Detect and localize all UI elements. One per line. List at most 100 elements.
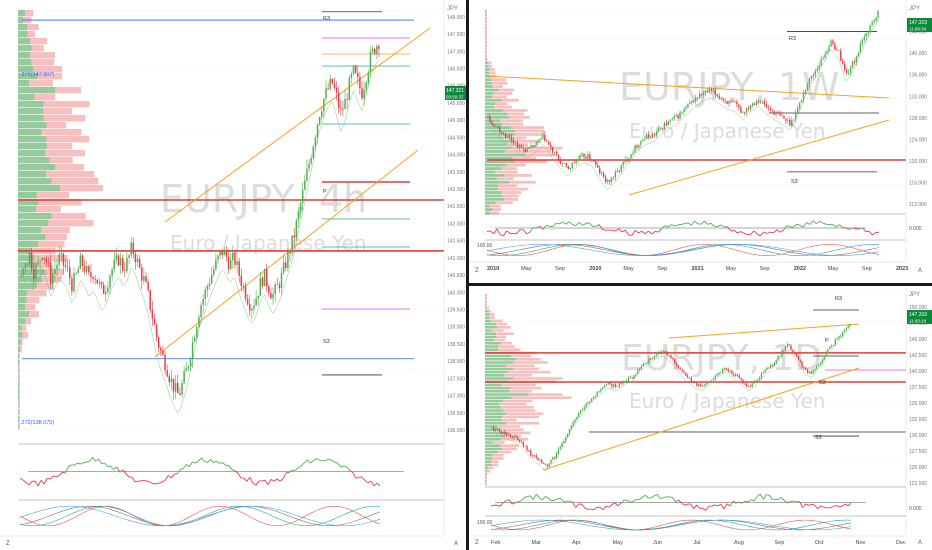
- candle-body: [20, 275, 21, 276]
- price-axis-tick: 136.500: [447, 411, 465, 417]
- candle-body: [113, 260, 114, 270]
- candle-body: [194, 338, 195, 341]
- candle-body: [493, 124, 494, 126]
- candle-body: [315, 137, 316, 146]
- candle-body: [775, 112, 776, 114]
- osc-line: [734, 230, 737, 232]
- volume-profile-bar: [505, 150, 551, 153]
- chart-1w-canvas[interactable]: EURJPY, 1W Euro / Japanese Yen 144.00014…: [469, 0, 932, 283]
- candle-body: [537, 458, 538, 460]
- candle-body: [724, 100, 725, 101]
- osc-line: [724, 504, 727, 509]
- candle-body: [293, 235, 294, 237]
- candle-body: [177, 383, 178, 393]
- candle-body: [523, 442, 524, 446]
- volume-profile-bar: [502, 416, 539, 419]
- chart-pane-4h[interactable]: EURJPY, 4h Euro / Japanese Yen 148.000 14…: [0, 0, 466, 550]
- volume-profile-bar: [497, 177, 514, 180]
- volume-profile-bar: [502, 448, 517, 451]
- candle-body: [833, 345, 834, 346]
- candle-body: [539, 460, 540, 461]
- volume-profile-bar: [485, 95, 492, 98]
- volume-profile-bar: [485, 304, 486, 307]
- candle-body: [677, 115, 678, 119]
- footer-auto[interactable]: A: [918, 540, 922, 546]
- candle-body: [766, 104, 767, 107]
- footer-auto[interactable]: A: [918, 268, 922, 274]
- candle-body: [525, 446, 526, 447]
- osc-line: [313, 458, 316, 460]
- osc-line: [353, 472, 356, 478]
- volume-profile-bar: [511, 355, 531, 358]
- volume-profile-bar: [29, 311, 39, 317]
- candle-body: [190, 359, 191, 366]
- candle-body: [654, 356, 655, 358]
- candle-body: [648, 359, 649, 364]
- candle-body: [376, 46, 377, 54]
- pivot-label: P: [323, 189, 327, 195]
- candle-body: [277, 284, 278, 285]
- osc-line: [589, 223, 592, 226]
- chart-4h-canvas[interactable]: EURJPY, 4h Euro / Japanese Yen 148.00014…: [0, 0, 466, 550]
- candle-body: [635, 374, 636, 375]
- chart-pane-1d[interactable]: EURJPY, 1D Euro / Japanese Yen 150.000 14…: [469, 286, 932, 550]
- candle-body: [814, 369, 815, 371]
- footer-auto[interactable]: A: [454, 541, 458, 547]
- osc-line: [660, 498, 663, 499]
- osc-line: [697, 505, 700, 508]
- volume-profile-bar: [485, 54, 486, 57]
- candle-body: [820, 363, 821, 365]
- volume-profile-bar: [45, 150, 85, 156]
- candle-body: [291, 235, 292, 253]
- osc-line: [632, 230, 635, 235]
- chart-1d-canvas[interactable]: EURJPY, 1D Euro / Japanese Yen 150.00014…: [469, 286, 932, 550]
- osc-line: [563, 222, 566, 224]
- footer-zoom[interactable]: Z: [475, 540, 479, 546]
- candle-body: [842, 332, 843, 336]
- r3-label: R3: [835, 296, 842, 302]
- candle-body: [664, 123, 665, 129]
- footer-zoom[interactable]: Z: [475, 268, 479, 274]
- candle-body: [192, 341, 193, 359]
- candle-body: [624, 160, 625, 162]
- osc-line: [96, 459, 99, 461]
- volume-profile-bar: [485, 191, 502, 194]
- candle-body: [283, 263, 284, 273]
- candle-body: [630, 377, 631, 378]
- volume-profile-bar: [18, 388, 19, 394]
- footer-zoom[interactable]: Z: [6, 541, 10, 547]
- osc-line: [777, 230, 780, 233]
- chart-pane-1w[interactable]: EURJPY, 1W Euro / Japanese Yen 144.000 14…: [469, 0, 932, 283]
- price-axis-tick: 144.000: [447, 153, 465, 159]
- osc-line: [833, 225, 836, 227]
- osc-line: [186, 464, 189, 466]
- candle-body: [576, 417, 577, 420]
- candle-body: [506, 434, 507, 435]
- osc-line: [639, 231, 642, 233]
- osc-line: [229, 466, 232, 470]
- volume-profile-bar: [485, 171, 495, 174]
- osc-line: [74, 463, 77, 465]
- osc2-line: [20, 506, 380, 526]
- osc-line: [180, 469, 183, 470]
- candle-body: [816, 366, 817, 369]
- osc-line: [751, 231, 754, 235]
- osc-line: [20, 478, 23, 480]
- volume-profile-bar: [18, 178, 52, 184]
- watermark-name: Euro / Japanese Yen: [629, 389, 826, 413]
- candle-body: [88, 266, 89, 272]
- price-badge-value: 147.319: [909, 20, 927, 26]
- candle-body: [495, 126, 496, 127]
- osc-line: [787, 226, 790, 227]
- candle-body: [805, 90, 806, 93]
- volume-profile-bar: [485, 342, 501, 345]
- volume-profile-bar: [485, 400, 503, 403]
- candle-body: [707, 383, 708, 384]
- volume-profile-bar: [502, 123, 523, 126]
- osc-line: [869, 231, 872, 235]
- volume-profile-bar: [499, 403, 526, 406]
- candle-body: [796, 353, 797, 356]
- volume-profile-bar: [51, 213, 85, 219]
- candle-body: [236, 261, 237, 265]
- candle-body: [154, 318, 155, 324]
